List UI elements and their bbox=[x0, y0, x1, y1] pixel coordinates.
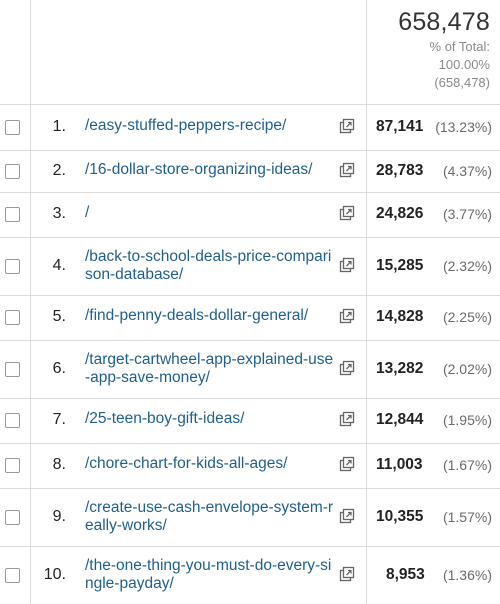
pct-of-total-label: % of Total: bbox=[429, 39, 490, 54]
row-number: 3. bbox=[52, 205, 66, 222]
pageviews-value: 8,953 bbox=[386, 566, 425, 583]
page-path-link[interactable]: /16-dollar-store-organizing-ideas/ bbox=[85, 161, 313, 178]
row-number: 1. bbox=[52, 118, 66, 135]
pageviews-percent: (4.37%) bbox=[442, 163, 492, 179]
row-number: 7. bbox=[52, 411, 66, 428]
page-path-link[interactable]: /back-to-school-deals-price-comparison-d… bbox=[85, 248, 332, 283]
table-row: 2. /16-dollar-store-organizing-ideas/ 28… bbox=[0, 151, 500, 193]
row-number: 10. bbox=[43, 566, 66, 583]
table-row: 10. /the-one-thing-you-must-do-every-sin… bbox=[0, 547, 500, 604]
open-in-new-window-icon[interactable] bbox=[339, 411, 355, 427]
row-checkbox[interactable] bbox=[5, 458, 20, 473]
page-path-link[interactable]: / bbox=[85, 204, 90, 221]
row-number: 8. bbox=[52, 456, 66, 473]
page-path-link[interactable]: /find-penny-deals-dollar-general/ bbox=[85, 307, 309, 324]
pageviews-percent: (1.57%) bbox=[442, 509, 492, 525]
column-divider bbox=[30, 0, 31, 604]
table-row: 4. /back-to-school-deals-price-compariso… bbox=[0, 238, 500, 296]
total-value: 658,478 bbox=[398, 8, 490, 36]
pageviews-value: 11,003 bbox=[376, 456, 423, 473]
pageviews-percent: (1.36%) bbox=[442, 567, 492, 583]
pageviews-value: 13,282 bbox=[376, 360, 424, 377]
pageviews-value: 15,285 bbox=[376, 257, 424, 274]
table-row: 3. / 24,826 (3.77%) bbox=[0, 193, 500, 238]
open-in-new-window-icon[interactable] bbox=[339, 456, 355, 472]
row-checkbox[interactable] bbox=[5, 310, 20, 325]
table-row: 8. /chore-chart-for-kids-all-ages/ 11,00… bbox=[0, 444, 500, 489]
pct-of-total-value: 100.00% bbox=[438, 57, 490, 72]
open-in-new-window-icon[interactable] bbox=[339, 508, 355, 524]
row-checkbox[interactable] bbox=[5, 413, 20, 428]
row-checkbox[interactable] bbox=[5, 164, 20, 179]
pageviews-value: 24,826 bbox=[376, 205, 424, 222]
open-in-new-window-icon[interactable] bbox=[339, 118, 355, 134]
pageviews-percent: (3.77%) bbox=[442, 206, 492, 222]
open-in-new-window-icon[interactable] bbox=[339, 566, 355, 582]
pageviews-percent: (2.25%) bbox=[442, 309, 492, 325]
pageviews-percent: (1.95%) bbox=[442, 412, 492, 428]
row-checkbox[interactable] bbox=[5, 362, 20, 377]
row-checkbox[interactable] bbox=[5, 568, 20, 583]
pageviews-percent: (2.02%) bbox=[442, 361, 492, 377]
row-checkbox[interactable] bbox=[5, 510, 20, 525]
row-checkbox[interactable] bbox=[5, 120, 20, 135]
row-number: 2. bbox=[52, 162, 66, 179]
pageviews-value: 14,828 bbox=[376, 308, 424, 325]
table-row: 7. /25-teen-boy-gift-ideas/ 12,844 (1.95… bbox=[0, 399, 500, 444]
pageviews-percent: (1.67%) bbox=[442, 457, 492, 473]
row-number: 5. bbox=[52, 308, 66, 325]
page-path-link[interactable]: /create-use-cash-envelope-system-really-… bbox=[85, 499, 334, 534]
page-path-link[interactable]: /target-cartwheel-app-explained-use-app-… bbox=[85, 351, 334, 386]
row-number: 4. bbox=[52, 257, 66, 274]
pageviews-percent: (13.23%) bbox=[435, 119, 492, 135]
column-divider bbox=[366, 0, 367, 604]
pageviews-value: 87,141 bbox=[376, 118, 424, 135]
pageviews-percent: (2.32%) bbox=[442, 258, 492, 274]
table-row: 6. /target-cartwheel-app-explained-use-a… bbox=[0, 341, 500, 399]
table-row: 1. /easy-stuffed-peppers-recipe/ 87,141 … bbox=[0, 105, 500, 151]
page-path-link[interactable]: /easy-stuffed-peppers-recipe/ bbox=[85, 117, 287, 134]
page-path-link[interactable]: /chore-chart-for-kids-all-ages/ bbox=[85, 455, 288, 472]
table-row: 9. /create-use-cash-envelope-system-real… bbox=[0, 489, 500, 547]
table-row: 5. /find-penny-deals-dollar-general/ 14,… bbox=[0, 296, 500, 341]
pageviews-value: 28,783 bbox=[376, 162, 424, 179]
pageviews-total-summary: 658,478 % of Total: 100.00% (658,478) bbox=[398, 8, 490, 91]
page-path-link[interactable]: /25-teen-boy-gift-ideas/ bbox=[85, 410, 245, 427]
table-header: 658,478 % of Total: 100.00% (658,478) bbox=[0, 0, 500, 105]
row-number: 9. bbox=[52, 508, 66, 525]
pageviews-value: 10,355 bbox=[376, 508, 424, 525]
total-paren-value: (658,478) bbox=[434, 75, 490, 90]
open-in-new-window-icon[interactable] bbox=[339, 257, 355, 273]
row-checkbox[interactable] bbox=[5, 207, 20, 222]
row-checkbox[interactable] bbox=[5, 259, 20, 274]
open-in-new-window-icon[interactable] bbox=[339, 360, 355, 376]
page-path-link[interactable]: /the-one-thing-you-must-do-every-single-… bbox=[85, 557, 332, 592]
open-in-new-window-icon[interactable] bbox=[339, 308, 355, 324]
open-in-new-window-icon[interactable] bbox=[339, 205, 355, 221]
open-in-new-window-icon[interactable] bbox=[339, 162, 355, 178]
row-number: 6. bbox=[52, 360, 66, 377]
pageviews-value: 12,844 bbox=[376, 411, 424, 428]
